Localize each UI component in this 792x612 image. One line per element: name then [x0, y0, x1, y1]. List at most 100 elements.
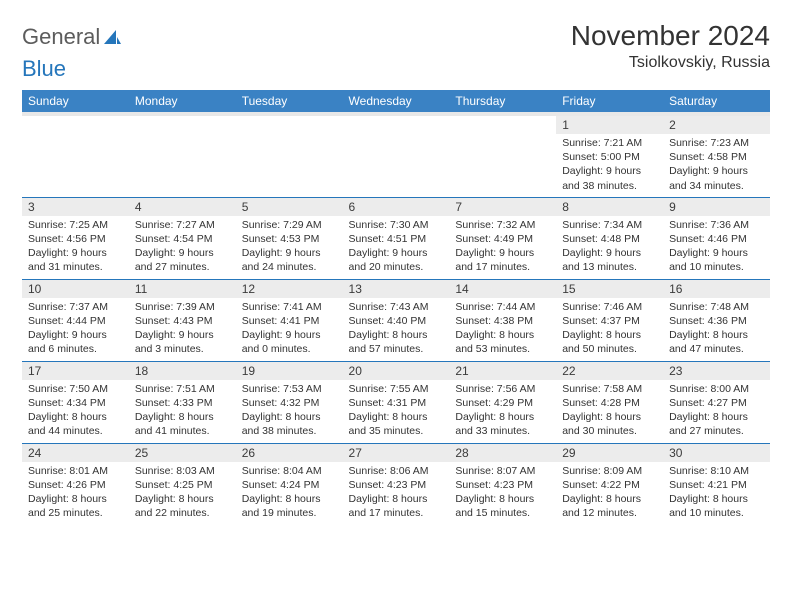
day-number: 25: [129, 444, 236, 462]
day-details: Sunrise: 7:53 AMSunset: 4:32 PMDaylight:…: [236, 380, 343, 443]
sunrise-text: Sunrise: 7:58 AM: [562, 382, 657, 396]
day-number: 17: [22, 362, 129, 380]
day-details: Sunrise: 7:25 AMSunset: 4:56 PMDaylight:…: [22, 216, 129, 279]
sunrise-text: Sunrise: 7:27 AM: [135, 218, 230, 232]
sunrise-text: Sunrise: 8:01 AM: [28, 464, 123, 478]
calendar-day-cell: 26Sunrise: 8:04 AMSunset: 4:24 PMDayligh…: [236, 443, 343, 525]
sunset-text: Sunset: 4:58 PM: [669, 150, 764, 164]
day-number: 19: [236, 362, 343, 380]
day-number: 9: [663, 198, 770, 216]
day-details: Sunrise: 7:21 AMSunset: 5:00 PMDaylight:…: [556, 134, 663, 197]
calendar-day-cell: 5Sunrise: 7:29 AMSunset: 4:53 PMDaylight…: [236, 197, 343, 279]
day-number: 11: [129, 280, 236, 298]
day-details: Sunrise: 7:56 AMSunset: 4:29 PMDaylight:…: [449, 380, 556, 443]
day-number: 6: [343, 198, 450, 216]
sunrise-text: Sunrise: 7:29 AM: [242, 218, 337, 232]
day-number: 3: [22, 198, 129, 216]
day-number: 13: [343, 280, 450, 298]
calendar-day-cell: 6Sunrise: 7:30 AMSunset: 4:51 PMDaylight…: [343, 197, 450, 279]
daylight-text: Daylight: 8 hours and 19 minutes.: [242, 492, 337, 520]
day-number: [343, 116, 450, 134]
daylight-text: Daylight: 8 hours and 30 minutes.: [562, 410, 657, 438]
day-details: Sunrise: 7:58 AMSunset: 4:28 PMDaylight:…: [556, 380, 663, 443]
daylight-text: Daylight: 8 hours and 33 minutes.: [455, 410, 550, 438]
day-number: 24: [22, 444, 129, 462]
calendar-day-cell: 7Sunrise: 7:32 AMSunset: 4:49 PMDaylight…: [449, 197, 556, 279]
calendar-table: Sunday Monday Tuesday Wednesday Thursday…: [22, 90, 770, 525]
daylight-text: Daylight: 8 hours and 53 minutes.: [455, 328, 550, 356]
sunset-text: Sunset: 4:34 PM: [28, 396, 123, 410]
sunrise-text: Sunrise: 7:25 AM: [28, 218, 123, 232]
daylight-text: Daylight: 9 hours and 3 minutes.: [135, 328, 230, 356]
day-number: [236, 116, 343, 134]
day-number: 20: [343, 362, 450, 380]
calendar-week-row: 1Sunrise: 7:21 AMSunset: 5:00 PMDaylight…: [22, 114, 770, 197]
sunrise-text: Sunrise: 7:50 AM: [28, 382, 123, 396]
sunrise-text: Sunrise: 7:41 AM: [242, 300, 337, 314]
day-number: [22, 116, 129, 134]
sunrise-text: Sunrise: 7:37 AM: [28, 300, 123, 314]
sunset-text: Sunset: 4:53 PM: [242, 232, 337, 246]
sunset-text: Sunset: 4:22 PM: [562, 478, 657, 492]
sunrise-text: Sunrise: 7:43 AM: [349, 300, 444, 314]
sunrise-text: Sunrise: 7:34 AM: [562, 218, 657, 232]
day-details: Sunrise: 7:50 AMSunset: 4:34 PMDaylight:…: [22, 380, 129, 443]
day-number: 10: [22, 280, 129, 298]
day-number: [129, 116, 236, 134]
day-details: Sunrise: 8:00 AMSunset: 4:27 PMDaylight:…: [663, 380, 770, 443]
daylight-text: Daylight: 9 hours and 10 minutes.: [669, 246, 764, 274]
daylight-text: Daylight: 9 hours and 38 minutes.: [562, 164, 657, 192]
calendar-week-row: 24Sunrise: 8:01 AMSunset: 4:26 PMDayligh…: [22, 443, 770, 525]
weekday-header: Friday: [556, 90, 663, 114]
sunset-text: Sunset: 4:27 PM: [669, 396, 764, 410]
daylight-text: Daylight: 9 hours and 34 minutes.: [669, 164, 764, 192]
calendar-week-row: 3Sunrise: 7:25 AMSunset: 4:56 PMDaylight…: [22, 197, 770, 279]
sunset-text: Sunset: 4:28 PM: [562, 396, 657, 410]
day-number: 2: [663, 116, 770, 134]
day-details: Sunrise: 8:03 AMSunset: 4:25 PMDaylight:…: [129, 462, 236, 525]
calendar-day-cell: 11Sunrise: 7:39 AMSunset: 4:43 PMDayligh…: [129, 279, 236, 361]
daylight-text: Daylight: 8 hours and 38 minutes.: [242, 410, 337, 438]
sunrise-text: Sunrise: 7:48 AM: [669, 300, 764, 314]
day-number: 21: [449, 362, 556, 380]
logo-text-gray: General: [22, 24, 100, 50]
sunset-text: Sunset: 4:29 PM: [455, 396, 550, 410]
sunset-text: Sunset: 4:40 PM: [349, 314, 444, 328]
day-number: 30: [663, 444, 770, 462]
sunset-text: Sunset: 4:23 PM: [455, 478, 550, 492]
day-details: Sunrise: 7:32 AMSunset: 4:49 PMDaylight:…: [449, 216, 556, 279]
sunset-text: Sunset: 4:41 PM: [242, 314, 337, 328]
sunrise-text: Sunrise: 7:44 AM: [455, 300, 550, 314]
sunset-text: Sunset: 4:31 PM: [349, 396, 444, 410]
day-number: 7: [449, 198, 556, 216]
weekday-header: Thursday: [449, 90, 556, 114]
calendar-day-cell: 25Sunrise: 8:03 AMSunset: 4:25 PMDayligh…: [129, 443, 236, 525]
sunset-text: Sunset: 4:24 PM: [242, 478, 337, 492]
sunrise-text: Sunrise: 8:06 AM: [349, 464, 444, 478]
day-details: Sunrise: 7:36 AMSunset: 4:46 PMDaylight:…: [663, 216, 770, 279]
sunrise-text: Sunrise: 7:56 AM: [455, 382, 550, 396]
sunset-text: Sunset: 4:48 PM: [562, 232, 657, 246]
logo-text-blue: Blue: [22, 56, 66, 81]
sunrise-text: Sunrise: 7:51 AM: [135, 382, 230, 396]
day-number: 27: [343, 444, 450, 462]
daylight-text: Daylight: 8 hours and 22 minutes.: [135, 492, 230, 520]
day-details: Sunrise: 7:34 AMSunset: 4:48 PMDaylight:…: [556, 216, 663, 279]
sunset-text: Sunset: 4:44 PM: [28, 314, 123, 328]
day-details: Sunrise: 7:44 AMSunset: 4:38 PMDaylight:…: [449, 298, 556, 361]
daylight-text: Daylight: 9 hours and 27 minutes.: [135, 246, 230, 274]
day-number: 4: [129, 198, 236, 216]
day-number: 16: [663, 280, 770, 298]
month-title: November 2024: [571, 20, 770, 52]
sunrise-text: Sunrise: 7:46 AM: [562, 300, 657, 314]
daylight-text: Daylight: 8 hours and 15 minutes.: [455, 492, 550, 520]
calendar-day-cell: [343, 114, 450, 197]
calendar-day-cell: 17Sunrise: 7:50 AMSunset: 4:34 PMDayligh…: [22, 361, 129, 443]
daylight-text: Daylight: 9 hours and 13 minutes.: [562, 246, 657, 274]
daylight-text: Daylight: 8 hours and 57 minutes.: [349, 328, 444, 356]
sunrise-text: Sunrise: 7:23 AM: [669, 136, 764, 150]
calendar-day-cell: [236, 114, 343, 197]
calendar-day-cell: 30Sunrise: 8:10 AMSunset: 4:21 PMDayligh…: [663, 443, 770, 525]
day-number: 22: [556, 362, 663, 380]
daylight-text: Daylight: 8 hours and 12 minutes.: [562, 492, 657, 520]
